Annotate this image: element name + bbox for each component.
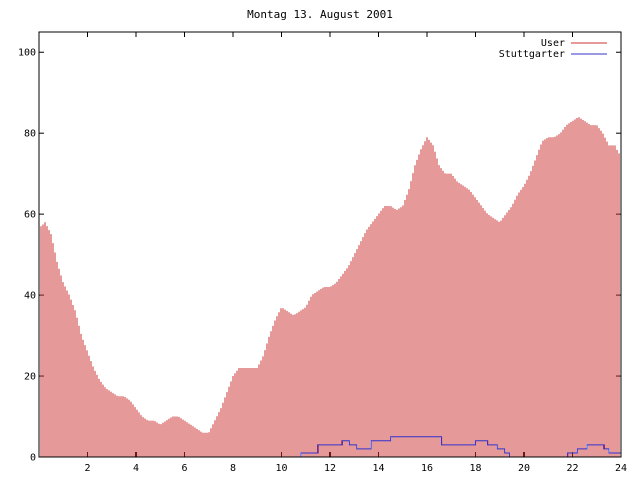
x-tick-label: 8 xyxy=(230,463,236,474)
x-tick-label: 18 xyxy=(469,463,481,474)
x-tick-label: 4 xyxy=(133,463,139,474)
stuttgarter-line xyxy=(39,436,622,458)
y-tick-label: 20 xyxy=(24,372,36,383)
x-tick-label: 12 xyxy=(324,463,336,474)
legend-stuttgarter-label: Stuttgarter xyxy=(499,49,565,60)
legend-user-label: User xyxy=(541,38,565,49)
x-tick-label: 24 xyxy=(615,463,627,474)
x-tick-label: 20 xyxy=(518,463,530,474)
x-tick-label: 6 xyxy=(181,463,187,474)
plot-frame xyxy=(38,31,622,458)
y-tick-label: 80 xyxy=(24,129,36,140)
y-tick-label: 40 xyxy=(24,291,36,302)
x-tick-label: 16 xyxy=(421,463,433,474)
x-tick-label: 10 xyxy=(275,463,287,474)
x-tick-label: 22 xyxy=(566,463,578,474)
y-tick-label: 60 xyxy=(24,210,36,221)
x-tick-label: 14 xyxy=(372,463,384,474)
chart-title: Montag 13. August 2001 xyxy=(247,8,393,21)
y-tick-label: 0 xyxy=(30,453,36,464)
x-tick-label: 2 xyxy=(84,463,90,474)
y-tick-label: 100 xyxy=(18,48,36,59)
